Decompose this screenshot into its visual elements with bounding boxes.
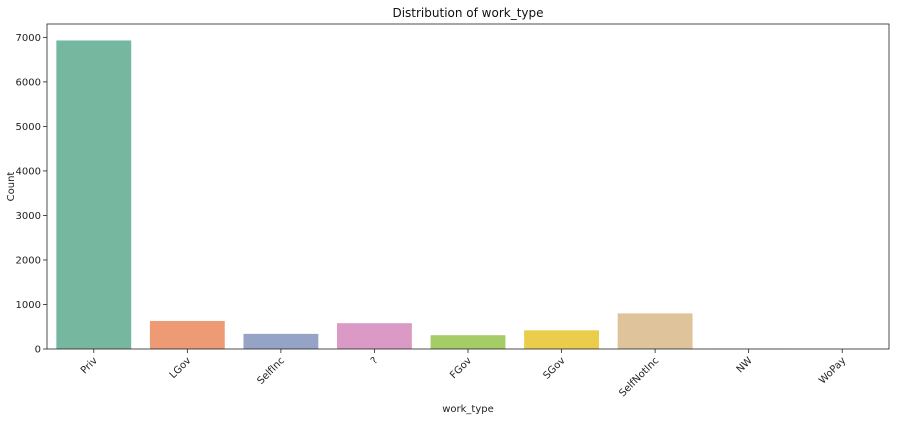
plot-frame <box>46 23 890 350</box>
x-tick-label-4: FGov <box>448 355 474 381</box>
x-tick-label-1: LGov <box>168 355 194 381</box>
bar-4 <box>430 335 506 349</box>
x-tick-label-7: NW <box>735 355 755 375</box>
x-tick-label-2: SelfInc <box>255 355 287 387</box>
bar-0 <box>56 40 132 350</box>
x-tick-label-8: WoPay <box>817 355 848 386</box>
x-tick-label-5: SGov <box>541 355 567 381</box>
y-tick-label-2: 2000 <box>16 255 41 266</box>
x-axis-label: work_type <box>442 404 494 415</box>
x-axis: Priv LGov SelfInc? FGov SGov SelfNotInc NW WoPa… <box>79 349 848 399</box>
y-tick-label-4: 4000 <box>16 166 41 177</box>
bars-group <box>56 40 880 350</box>
x-tick-label-0: Priv <box>79 355 100 376</box>
bar-6 <box>617 313 693 349</box>
bar-3 <box>337 323 412 349</box>
y-axis: 0 1000 2000 3000 4000 5000 6000 7000 <box>16 33 47 356</box>
y-tick-label-3: 3000 <box>16 211 41 222</box>
y-tick-label-1: 1000 <box>16 300 41 311</box>
chart-title: Distribution of work_type <box>392 6 543 20</box>
bar-2 <box>243 333 319 349</box>
y-tick-label-5: 5000 <box>16 122 41 133</box>
x-tick-label-3: ? <box>369 355 381 367</box>
x-tick-label-6: SelfNotInc <box>617 355 661 399</box>
y-tick-label-7: 7000 <box>16 33 41 44</box>
bar-5 <box>524 330 599 349</box>
y-tick-label-0: 0 <box>35 345 41 356</box>
y-axis-label: Count <box>6 172 17 202</box>
bar-1 <box>149 320 225 349</box>
y-tick-label-6: 6000 <box>16 77 41 88</box>
